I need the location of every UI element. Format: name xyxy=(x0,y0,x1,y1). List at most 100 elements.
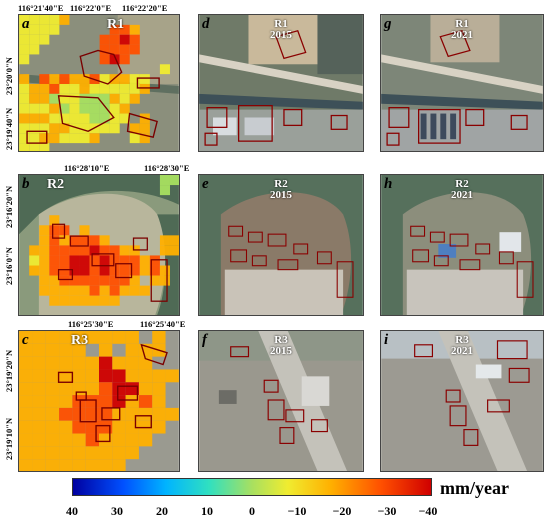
deformation-pixel xyxy=(45,331,60,344)
deformation-pixel xyxy=(19,113,30,124)
deformation-pixel xyxy=(125,343,139,357)
deformation-pixel xyxy=(85,395,99,408)
deformation-pixel xyxy=(72,343,86,357)
deformation-pixel xyxy=(129,83,140,94)
deformation-pixel xyxy=(79,245,90,256)
deformation-pixel xyxy=(49,103,60,114)
deformation-pixel xyxy=(89,255,100,266)
panel-c-region: R3 xyxy=(71,333,89,348)
deformation-pixel xyxy=(59,343,73,357)
deformation-pixel xyxy=(125,407,139,421)
deformation-pixel xyxy=(39,245,50,256)
deformation-pixel xyxy=(45,356,60,370)
deformation-pixel xyxy=(59,113,70,124)
deformation-pixel xyxy=(39,225,50,236)
deformation-pixel xyxy=(45,343,60,357)
deformation-pixel xyxy=(129,265,140,276)
deformation-pixel xyxy=(49,123,60,134)
deformation-pixel xyxy=(59,275,70,286)
deformation-pixel xyxy=(19,369,33,383)
deformation-pixel xyxy=(59,382,73,396)
panel-h-region: R2 xyxy=(455,178,469,190)
panel-g-optical-r1-2021: g R1 2021 xyxy=(380,14,544,152)
deformation-pixel xyxy=(152,369,166,383)
panel-d-letter: d xyxy=(202,16,210,32)
deformation-pixel xyxy=(152,407,166,421)
deformation-pixel xyxy=(79,225,90,236)
deformation-pixel xyxy=(79,275,90,286)
deformation-pixel xyxy=(39,113,50,124)
deformation-pixel xyxy=(169,175,179,186)
deformation-pixel xyxy=(19,143,30,151)
r3-lon-label-2: 116°25'40"E xyxy=(140,319,186,329)
colorbar-unit: mm/year xyxy=(440,478,509,498)
deformation-pixel xyxy=(109,265,120,276)
deformation-pixel xyxy=(85,407,99,421)
deformation-pixel xyxy=(59,103,70,114)
deformation-pixel xyxy=(89,113,100,124)
panel-d-optical-r1-2015: d R1 2015 xyxy=(198,14,364,152)
panel-d-map xyxy=(199,15,363,151)
deformation-pixel xyxy=(119,285,130,296)
r2-lat-label-1: 23°16'20"N xyxy=(4,185,14,228)
deformation-pixel xyxy=(69,245,80,256)
deformation-pixel xyxy=(72,446,86,460)
deformation-pixel xyxy=(119,93,130,104)
deformation-pixel xyxy=(19,446,33,460)
panel-i-map xyxy=(381,331,543,471)
deformation-pixel xyxy=(89,235,100,246)
deformation-pixel xyxy=(119,44,130,55)
deformation-pixel xyxy=(112,407,126,421)
panel-b-deformation-r2: b R2 xyxy=(18,174,180,316)
deformation-pixel xyxy=(125,331,139,344)
deformation-pixel xyxy=(109,295,120,306)
deformation-pixel xyxy=(69,295,80,306)
panel-h-letter: h xyxy=(384,176,393,192)
deformation-pixel xyxy=(112,459,126,471)
deformation-pixel xyxy=(99,245,110,256)
deformation-pixel xyxy=(138,433,153,447)
deformation-pixel xyxy=(59,356,73,370)
deformation-pixel xyxy=(125,446,139,460)
deformation-pixel xyxy=(45,420,60,434)
deformation-pixel xyxy=(72,331,86,344)
panel-b-region: R2 xyxy=(47,177,65,192)
deformation-pixel xyxy=(169,235,179,246)
deformation-pixel xyxy=(59,245,70,256)
panel-g-year: 2021 xyxy=(451,29,473,41)
deformation-pixel xyxy=(119,113,130,124)
deformation-pixel xyxy=(39,285,50,296)
deformation-pixel xyxy=(159,64,170,75)
deformation-pixel xyxy=(79,93,90,104)
deformation-pixel xyxy=(19,54,30,65)
deformation-pixel xyxy=(139,133,150,144)
deformation-pixel xyxy=(19,356,33,370)
deformation-pixel xyxy=(139,74,150,84)
colorbar xyxy=(72,478,432,496)
deformation-pixel xyxy=(159,185,170,196)
deformation-pixel xyxy=(39,275,50,286)
panel-g-map xyxy=(381,15,543,151)
deformation-pixel xyxy=(39,235,50,246)
deformation-pixel xyxy=(19,74,30,84)
deformation-pixel xyxy=(85,331,99,344)
deformation-pixel xyxy=(99,356,113,370)
panel-e-optical-r2-2015: e R2 2015 xyxy=(198,174,364,316)
deformation-pixel xyxy=(159,175,170,186)
deformation-pixel xyxy=(19,93,30,104)
deformation-pixel xyxy=(112,433,126,447)
deformation-pixel xyxy=(59,255,70,266)
deformation-pixel xyxy=(72,459,86,471)
deformation-pixel xyxy=(89,93,100,104)
deformation-pixel xyxy=(69,123,80,134)
deformation-pixel xyxy=(129,123,140,134)
deformation-pixel xyxy=(69,265,80,276)
deformation-pixel xyxy=(59,235,70,246)
panel-f-map xyxy=(199,331,363,471)
deformation-pixel xyxy=(29,113,40,124)
deformation-pixel xyxy=(89,295,100,306)
deformation-pixel xyxy=(32,407,46,421)
panel-a-deformation-r1: a R1 xyxy=(18,14,180,152)
deformation-pixel xyxy=(138,395,153,408)
deformation-pixel xyxy=(89,265,100,276)
